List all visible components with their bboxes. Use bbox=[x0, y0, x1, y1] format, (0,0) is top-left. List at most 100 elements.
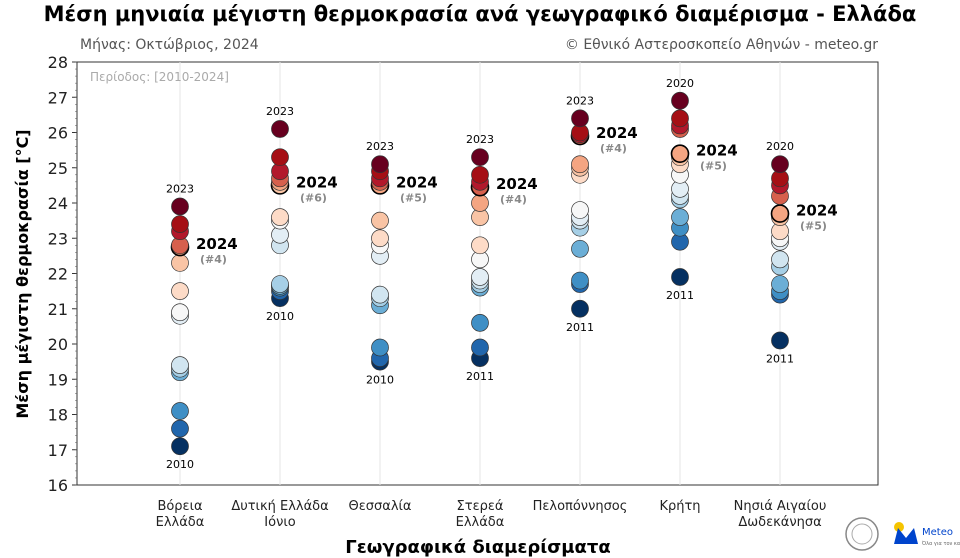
y-tick-label: 24 bbox=[48, 194, 68, 213]
data-point bbox=[471, 338, 489, 357]
label-2024: 2024 bbox=[496, 175, 538, 193]
meteo-tagline: Όλα για τον καιρό bbox=[921, 540, 960, 547]
x-tick-label: Κρήτη bbox=[659, 499, 700, 514]
data-point bbox=[671, 109, 689, 128]
data-point bbox=[571, 299, 589, 318]
max-year-label: 2023 bbox=[266, 105, 294, 118]
y-tick-label: 19 bbox=[48, 370, 68, 389]
rank-2024: (#5) bbox=[400, 191, 427, 204]
y-tick-label: 23 bbox=[48, 229, 68, 248]
data-point bbox=[471, 314, 489, 332]
max-year-label: 2023 bbox=[166, 183, 194, 196]
data-point bbox=[771, 155, 789, 174]
data-point bbox=[671, 208, 689, 226]
data-point bbox=[671, 91, 689, 110]
data-point bbox=[571, 239, 589, 258]
x-tick-label: Ελλάδα bbox=[156, 515, 205, 530]
x-tick-label: Ελλάδα bbox=[456, 515, 505, 530]
data-point bbox=[771, 250, 789, 269]
min-year-label: 2010 bbox=[266, 310, 294, 323]
rank-2024: (#4) bbox=[600, 142, 627, 155]
observatory-seal-inner-icon bbox=[851, 523, 873, 545]
data-point bbox=[371, 155, 389, 174]
rank-2024: (#4) bbox=[500, 193, 527, 206]
period-label: Περίοδος: [2010-2024] bbox=[90, 70, 229, 84]
min-year-label: 2011 bbox=[566, 321, 594, 334]
max-year-label: 2023 bbox=[466, 133, 494, 146]
data-point bbox=[671, 268, 689, 286]
x-tick-label: Ιόνιο bbox=[264, 515, 295, 530]
y-tick-label: 16 bbox=[48, 476, 68, 495]
data-point bbox=[171, 437, 189, 456]
data-point bbox=[571, 201, 589, 219]
y-axis-label: Μέση μέγιστη θερμοκρασία [°C] bbox=[13, 129, 32, 418]
data-point bbox=[171, 282, 189, 300]
y-tick-label: 21 bbox=[48, 300, 68, 319]
y-tick-label: 18 bbox=[48, 406, 68, 425]
x-tick-label: Δωδεκάνησα bbox=[738, 515, 821, 530]
data-point bbox=[271, 148, 289, 167]
y-tick-label: 17 bbox=[48, 441, 68, 460]
y-tick-label: 28 bbox=[48, 53, 68, 72]
y-tick-label: 27 bbox=[48, 88, 68, 107]
x-tick-label: Δυτική Ελλάδα bbox=[231, 499, 328, 514]
data-point bbox=[471, 165, 489, 184]
y-tick-label: 26 bbox=[48, 124, 68, 143]
label-2024: 2024 bbox=[596, 124, 638, 142]
meteo-logo-text: Meteo bbox=[922, 527, 953, 538]
label-2024: 2024 bbox=[296, 173, 338, 191]
data-point bbox=[771, 275, 789, 293]
data-point bbox=[171, 303, 189, 322]
data-point bbox=[471, 148, 489, 167]
min-year-label: 2011 bbox=[466, 370, 494, 383]
label-2024: 2024 bbox=[796, 202, 838, 220]
data-point bbox=[471, 268, 489, 286]
data-point bbox=[171, 254, 189, 272]
data-point bbox=[571, 109, 589, 128]
x-tick-label: Στερεά bbox=[457, 499, 504, 514]
data-point bbox=[371, 338, 389, 357]
x-tick-label: Βόρεια bbox=[157, 499, 202, 514]
min-year-label: 2011 bbox=[766, 352, 794, 365]
max-year-label: 2023 bbox=[566, 94, 594, 107]
x-tick-label: Θεσσαλία bbox=[349, 499, 412, 514]
copyright-label: © Εθνικό Αστεροσκοπείο Αθηνών - meteo.gr bbox=[564, 37, 878, 53]
rank-2024: (#5) bbox=[700, 160, 727, 173]
chart-title: Μέση μηνιαία μέγιστη θερμοκρασία ανά γεω… bbox=[43, 2, 917, 26]
min-year-label: 2010 bbox=[166, 458, 194, 471]
rank-2024: (#6) bbox=[300, 191, 327, 204]
data-point bbox=[371, 229, 389, 248]
data-point bbox=[171, 419, 189, 438]
data-point bbox=[371, 211, 389, 230]
x-axis-label: Γεωγραφικά διαμερίσματα bbox=[345, 537, 611, 558]
data-point bbox=[471, 194, 489, 212]
x-tick-label: Νησιά Αιγαίου bbox=[734, 499, 827, 514]
y-tick-label: 25 bbox=[48, 159, 68, 178]
data-point bbox=[471, 236, 489, 255]
meteo-logo-icon bbox=[894, 528, 918, 544]
y-tick-label: 20 bbox=[48, 335, 68, 354]
data-point bbox=[271, 120, 289, 138]
data-point-2024 bbox=[770, 204, 790, 223]
min-year-label: 2011 bbox=[666, 289, 694, 302]
data-point bbox=[571, 271, 589, 290]
data-point bbox=[371, 285, 389, 304]
data-point bbox=[271, 208, 289, 226]
max-year-label: 2020 bbox=[666, 77, 694, 90]
month-label: Μήνας: Οκτώβριος, 2024 bbox=[80, 37, 259, 53]
x-tick-label: Πελοπόννησος bbox=[533, 499, 628, 514]
min-year-label: 2010 bbox=[366, 374, 394, 387]
meteo-sun-icon bbox=[894, 522, 904, 532]
data-point bbox=[171, 402, 189, 420]
observatory-seal-icon bbox=[845, 517, 879, 551]
max-year-label: 2020 bbox=[766, 140, 794, 153]
label-2024: 2024 bbox=[396, 173, 438, 191]
label-2024: 2024 bbox=[696, 142, 738, 160]
rank-2024: (#4) bbox=[200, 253, 227, 266]
data-point bbox=[771, 331, 789, 350]
data-point bbox=[171, 215, 189, 233]
label-2024: 2024 bbox=[196, 235, 238, 253]
max-year-label: 2023 bbox=[366, 140, 394, 153]
